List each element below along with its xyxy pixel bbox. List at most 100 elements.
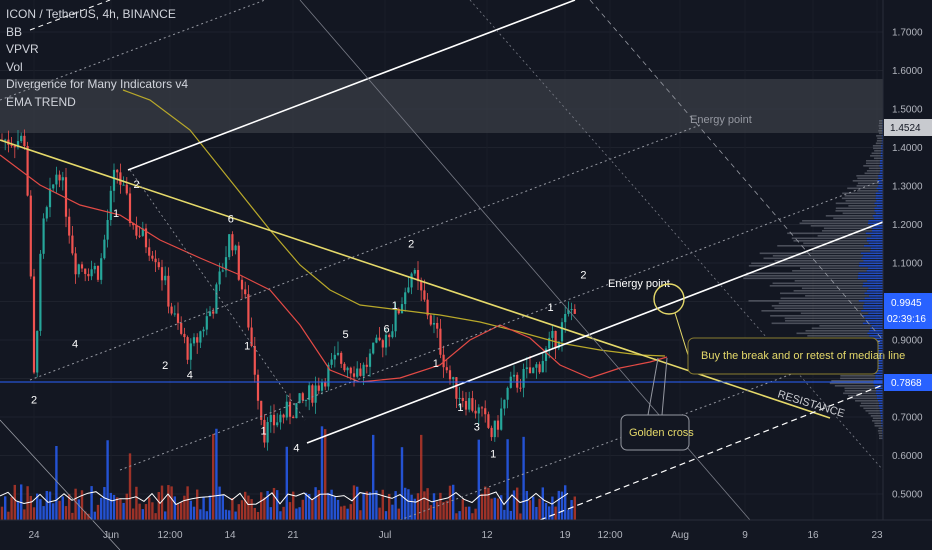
candle-body [112, 169, 116, 191]
profile-bar-up [859, 262, 883, 265]
candle-body [519, 387, 522, 389]
profile-bar-up [881, 150, 883, 152]
profile-bar [871, 152, 881, 155]
candle-body [490, 427, 493, 438]
candle-body [458, 397, 461, 399]
volume-bar [279, 511, 282, 520]
candle-body [29, 195, 32, 277]
candle-body [298, 393, 301, 404]
symbol-title[interactable]: ICON / TetherUS, 4h, BINANCE [6, 7, 176, 21]
y-tick-label: 1.5000 [892, 105, 923, 116]
profile-bar-up [868, 242, 883, 245]
volume-bar [68, 494, 71, 520]
indicator-vpvr[interactable]: VPVR [6, 42, 39, 56]
profile-bar-up [872, 372, 883, 375]
indicator-divergence[interactable]: Divergence for Many Indicators v4 [6, 77, 189, 91]
volume-bar [272, 487, 276, 520]
profile-bar [793, 240, 867, 242]
volume-bar [103, 487, 106, 520]
candle-body [116, 169, 119, 173]
volume-bar [0, 506, 4, 520]
candle-body [471, 398, 474, 411]
candle-body [23, 135, 26, 146]
profile-bar [772, 255, 864, 257]
price-tags: 1.4524 0.9945 02:39:16 0.7868 [884, 119, 932, 391]
profile-bar [759, 252, 861, 255]
wave-label: 2 [31, 395, 37, 407]
volume-bar [304, 492, 308, 520]
volume-bar [288, 502, 292, 520]
candle-body [554, 330, 557, 349]
profile-bar [815, 247, 871, 250]
volume-bar [477, 439, 480, 520]
profile-bar-up [876, 397, 883, 400]
volume-bar [253, 507, 256, 520]
volume-bar [333, 496, 336, 520]
volume-bar [484, 486, 487, 520]
profile-bar [878, 432, 883, 435]
volume-bar [170, 486, 173, 520]
profile-bar-up [880, 170, 883, 172]
indicator-ema-trend[interactable]: EMA TREND [6, 94, 76, 109]
candle-body [247, 294, 250, 328]
volume-bar [202, 496, 205, 520]
volume-bar [186, 486, 189, 520]
volume-bar [90, 486, 93, 520]
candle-body [308, 385, 311, 400]
profile-bar [859, 405, 879, 407]
volume-bar [436, 501, 439, 520]
profile-bar [879, 127, 883, 130]
candle-body [535, 364, 538, 368]
volume-bar [570, 500, 573, 520]
profile-bar-up [878, 177, 883, 180]
volume-bar [346, 508, 349, 520]
profile-bar-up [871, 235, 883, 237]
volume-bar [573, 496, 576, 520]
volume-bar [400, 447, 404, 520]
volume-bar [244, 491, 247, 520]
volume-bar [180, 502, 183, 520]
wave-label: 1 [433, 358, 439, 370]
volume-bar [557, 490, 560, 520]
candle-body [368, 353, 372, 367]
indicator-bb[interactable]: BB [6, 24, 23, 39]
candle-body [164, 275, 167, 281]
profile-bar [835, 202, 875, 205]
volume-bar [356, 486, 359, 520]
profile-bar-up [879, 160, 883, 162]
y-tick-label: 1.3000 [892, 182, 923, 193]
profile-bar-up [870, 327, 883, 330]
gann-line-4 [129, 169, 306, 421]
y-tick-label: 1.4000 [892, 143, 923, 154]
profile-bar-up [878, 190, 883, 192]
volume-bar [564, 485, 567, 520]
profile-bar [801, 287, 869, 290]
volume-bar [135, 486, 138, 520]
dotted-parallel-4 [399, 339, 884, 521]
profile-bar [879, 122, 883, 125]
candle-body [557, 341, 560, 349]
candle-body [455, 377, 458, 399]
volume-bar [29, 495, 32, 520]
profile-bar-up [861, 257, 883, 260]
volume-bar [522, 436, 525, 520]
candle-body [500, 408, 503, 430]
volume-bar [269, 507, 272, 520]
indicator-vol[interactable]: Vol [6, 59, 23, 74]
golden-cross-connector-1 [647, 357, 659, 416]
profile-bar-up [872, 230, 883, 232]
candle-body [551, 330, 554, 338]
volume-bar [157, 492, 160, 520]
volume-bar [420, 434, 423, 520]
candle-body [119, 172, 122, 185]
volume-bar [250, 499, 253, 520]
volume-bar [532, 496, 535, 520]
volume-bar [141, 509, 144, 520]
x-tick-label: 14 [224, 530, 236, 541]
candle-body [388, 334, 391, 338]
profile-bar [791, 237, 867, 240]
profile-bar-up [875, 392, 883, 395]
profile-bar-up [872, 227, 883, 230]
